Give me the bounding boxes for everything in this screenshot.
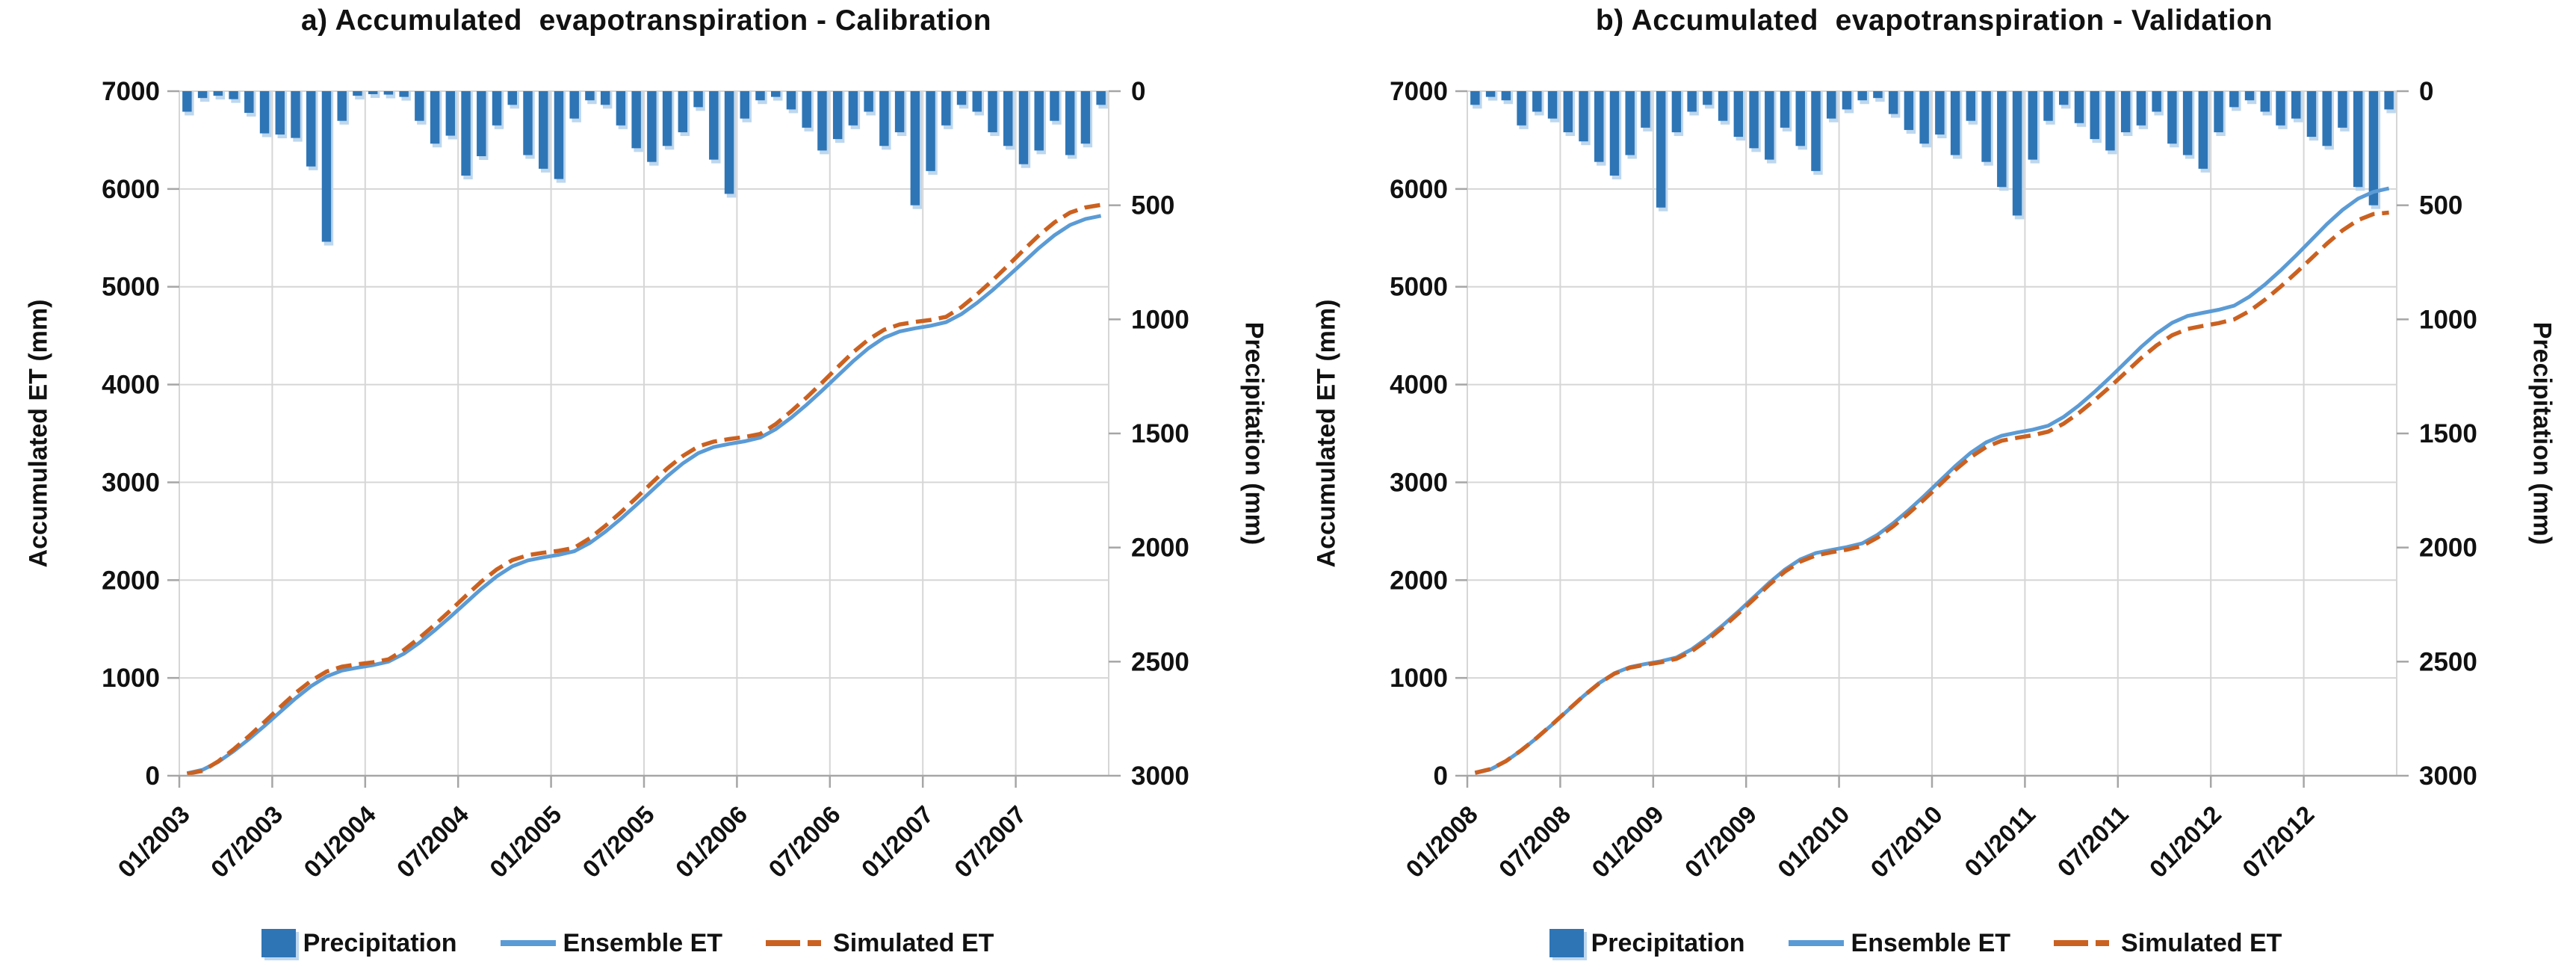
gridlines: [1467, 90, 2397, 776]
svg-text:5000: 5000: [102, 273, 160, 302]
svg-text:500: 500: [1131, 191, 1174, 220]
legend-item-ensemble-et: Ensemble ET: [500, 928, 723, 958]
panel-b-title: b) Accumulated evapotranspiration - Vali…: [1595, 4, 2273, 37]
panel-calibration: a) Accumulated evapotranspiration - Cali…: [25, 4, 1269, 966]
ensemble-et-line: [186, 214, 1102, 776]
ensemble-et-line-swatch-icon: [1788, 940, 1844, 946]
svg-text:0: 0: [2419, 77, 2433, 106]
svg-text:1000: 1000: [2419, 305, 2477, 334]
svg-text:2500: 2500: [1131, 647, 1189, 676]
legend-label-precipitation: Precipitation: [303, 928, 457, 957]
svg-text:07/2008: 07/2008: [1493, 800, 1576, 883]
svg-text:3000: 3000: [1390, 468, 1448, 497]
panel-validation: b) Accumulated evapotranspiration - Vali…: [1288, 0, 2576, 979]
svg-text:4000: 4000: [1390, 371, 1448, 400]
svg-text:2000: 2000: [1390, 566, 1448, 595]
legend-label-simulated-et: Simulated ET: [833, 928, 994, 957]
svg-text:1500: 1500: [1131, 419, 1189, 448]
gridlines: [179, 90, 1109, 776]
ensemble-et-line-swatch-icon: [500, 940, 556, 946]
precipitation-swatch-icon: [261, 929, 296, 957]
simulated-et-line: [186, 203, 1102, 776]
svg-text:01/2010: 01/2010: [1772, 800, 1855, 883]
et-lines: [186, 203, 1102, 776]
svg-text:07/2010: 07/2010: [1865, 800, 1948, 883]
svg-text:07/2009: 07/2009: [1679, 800, 1762, 883]
svg-text:01/2005: 01/2005: [484, 800, 567, 883]
svg-text:2500: 2500: [2419, 647, 2477, 676]
svg-text:3000: 3000: [2419, 762, 2477, 791]
legend-item-simulated-et: Simulated ET: [766, 929, 994, 958]
precipitation-swatch-icon: [1549, 929, 1584, 957]
legend-label-precipitation: Precipitation: [1591, 928, 1745, 957]
svg-text:6000: 6000: [102, 175, 160, 204]
svg-text:01/2009: 01/2009: [1586, 800, 1669, 883]
svg-text:07/2003: 07/2003: [205, 800, 288, 883]
svg-text:0: 0: [1434, 762, 1448, 791]
svg-text:3000: 3000: [102, 468, 160, 497]
svg-text:6000: 6000: [1390, 175, 1448, 204]
svg-text:0: 0: [1131, 77, 1145, 106]
svg-text:01/2008: 01/2008: [1400, 800, 1483, 883]
svg-text:01/2007: 01/2007: [856, 800, 939, 883]
simulated-et-dash-swatch-icon: [766, 940, 826, 946]
svg-text:4000: 4000: [102, 371, 160, 400]
svg-text:0: 0: [146, 762, 160, 791]
legend-item-simulated-et: Simulated ET: [2054, 929, 2282, 958]
svg-text:07/2005: 07/2005: [577, 800, 660, 883]
svg-text:7000: 7000: [102, 77, 160, 106]
svg-text:01/2004: 01/2004: [298, 800, 381, 883]
legend-item-ensemble-et: Ensemble ET: [1788, 928, 2011, 958]
svg-text:1000: 1000: [1390, 664, 1448, 693]
precipitation-bars: [182, 91, 1108, 246]
svg-text:1000: 1000: [1131, 305, 1189, 334]
legend-label-ensemble-et: Ensemble ET: [563, 928, 723, 957]
svg-text:07/2007: 07/2007: [949, 800, 1032, 883]
precipitation-bars: [1470, 91, 2396, 220]
svg-text:5000: 5000: [1390, 273, 1448, 302]
svg-text:7000: 7000: [1390, 77, 1448, 106]
et-lines: [1474, 186, 2390, 775]
panel-a-title: a) Accumulated evapotranspiration - Cali…: [300, 4, 992, 37]
legend-label-ensemble-et: Ensemble ET: [1851, 928, 2011, 957]
legend-item-precipitation: Precipitation: [261, 929, 457, 958]
svg-text:01/2003: 01/2003: [112, 800, 195, 883]
svg-text:01/2006: 01/2006: [670, 800, 753, 883]
panel-a-legend: Precipitation Ensemble ET Simulated ET: [45, 921, 1210, 966]
svg-text:2000: 2000: [102, 566, 160, 595]
svg-text:07/2004: 07/2004: [391, 800, 474, 883]
simulated-et-line: [1474, 210, 2389, 775]
legend-item-precipitation: Precipitation: [1549, 929, 1745, 958]
svg-text:07/2012: 07/2012: [2237, 800, 2320, 883]
svg-text:07/2006: 07/2006: [763, 800, 846, 883]
svg-text:1000: 1000: [102, 664, 160, 693]
svg-text:01/2011: 01/2011: [1959, 800, 2040, 882]
svg-text:07/2011: 07/2011: [2052, 800, 2134, 882]
svg-text:01/2012: 01/2012: [2144, 800, 2227, 883]
legend-label-simulated-et: Simulated ET: [2121, 928, 2282, 957]
svg-text:1500: 1500: [2419, 419, 2477, 448]
svg-text:2000: 2000: [2419, 534, 2477, 563]
panel-b-legend: Precipitation Ensemble ET Simulated ET: [1333, 921, 2498, 966]
svg-text:2000: 2000: [1131, 534, 1189, 563]
svg-text:3000: 3000: [1131, 762, 1189, 791]
svg-text:500: 500: [2419, 191, 2462, 220]
simulated-et-dash-swatch-icon: [2054, 940, 2114, 946]
